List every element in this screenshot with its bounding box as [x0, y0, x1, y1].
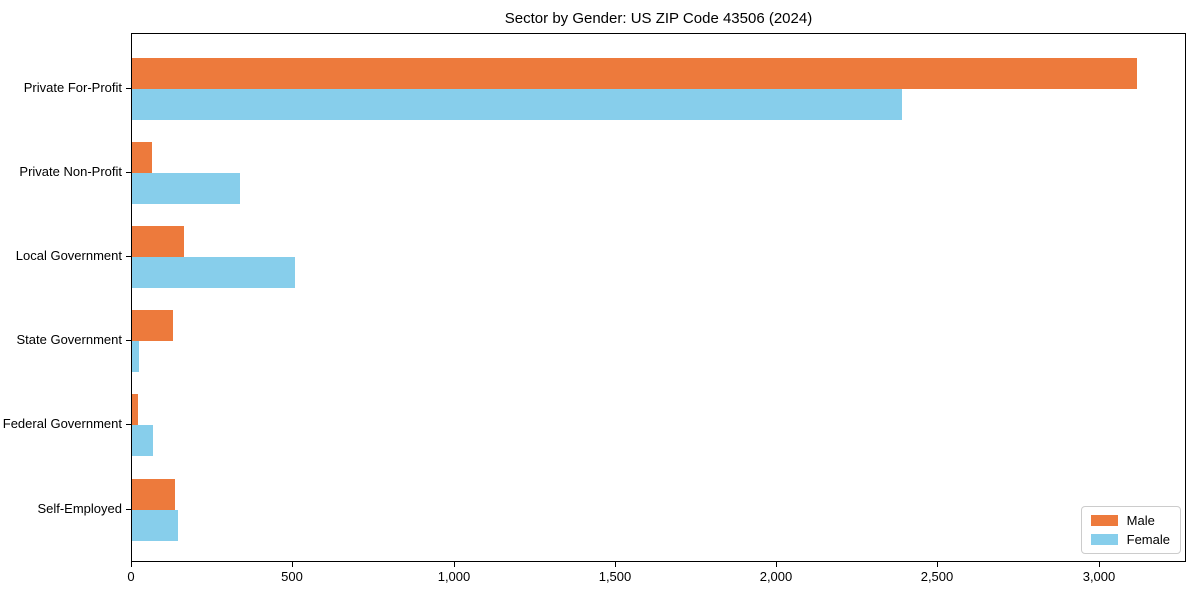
bar-male-self-employed [132, 479, 175, 510]
x-tick-label-2000: 2,000 [759, 569, 793, 584]
bar-male-federal-government [132, 394, 138, 425]
legend: Male Female [1080, 506, 1181, 554]
x-tick-label-2500: 2,500 [920, 569, 954, 584]
y-tick-label-federal-government: Federal Government [2, 416, 122, 431]
y-tick-label-private-non-profit: Private Non-Profit [19, 164, 122, 179]
bar-male-state-government [132, 310, 173, 341]
x-tick-500 [292, 562, 293, 567]
legend-swatch-male [1090, 515, 1118, 526]
x-tick-3000 [1099, 562, 1100, 567]
x-tick-2000 [776, 562, 777, 567]
bar-male-local-government [132, 226, 184, 257]
bar-female-self-employed [132, 510, 178, 541]
bars-layer [132, 34, 1185, 561]
y-tick-label-local-government: Local Government [15, 248, 122, 263]
bar-female-private-non-profit [132, 173, 240, 204]
chart-title: Sector by Gender: US ZIP Code 43506 (202… [504, 10, 813, 27]
x-tick-label-0: 0 [127, 569, 135, 584]
bar-female-federal-government [132, 425, 153, 456]
x-tick-label-3000: 3,000 [1082, 569, 1116, 584]
bar-male-private-non-profit [132, 142, 152, 173]
legend-label-female: Female [1126, 532, 1170, 547]
x-tick-1500 [615, 562, 616, 567]
x-tick-2500 [937, 562, 938, 567]
legend-swatch-female [1090, 534, 1118, 545]
y-tick-label-state-government: State Government [16, 332, 123, 347]
bar-female-local-government [132, 257, 295, 288]
x-tick-label-1500: 1,500 [598, 569, 632, 584]
x-tick-1000 [454, 562, 455, 567]
x-tick-label-500: 500 [281, 569, 303, 584]
bar-female-state-government [132, 341, 139, 372]
y-tick-label-private-for-profit: Private For-Profit [23, 80, 122, 95]
bar-female-private-for-profit [132, 89, 902, 120]
y-tick-label-self-employed: Self-Employed [37, 501, 122, 516]
x-tick-0 [131, 562, 132, 567]
legend-item-female: Female [1090, 532, 1170, 547]
plot-area: Male Female [131, 33, 1186, 562]
bar-male-private-for-profit [132, 58, 1137, 89]
legend-item-male: Male [1090, 513, 1170, 528]
legend-label-male: Male [1126, 513, 1155, 528]
x-tick-label-1000: 1,000 [437, 569, 471, 584]
